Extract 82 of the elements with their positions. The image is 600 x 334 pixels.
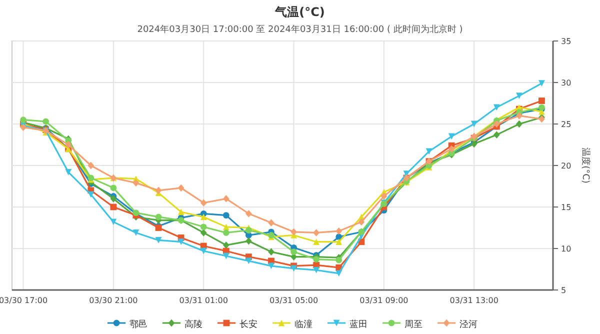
point [336,227,342,235]
legend-label: 长安 [240,319,258,330]
point [313,266,320,274]
point [516,112,522,120]
y-tick-label: 15 [561,203,572,212]
point [200,224,207,230]
point [155,186,162,194]
point [245,258,252,264]
point [42,118,50,125]
point [155,237,162,244]
point [222,241,230,249]
point [20,116,26,124]
point [313,229,320,236]
point [245,210,252,218]
point [155,214,162,220]
point [538,80,545,87]
x-tick-label: 03/31 05:00 [269,296,318,305]
point [448,133,455,140]
point [132,179,140,187]
legend-label: 鄠邑 [130,319,148,330]
point [200,248,207,254]
point [88,191,94,198]
point [178,208,184,216]
point [245,237,252,245]
y-tick-label: 30 [561,78,572,88]
point [290,228,297,236]
point [493,120,500,128]
point [268,219,274,226]
point [178,184,184,192]
point [290,248,297,256]
y-tick-label: 25 [561,120,572,129]
point [470,120,478,128]
legend-label: 临潼 [294,319,312,330]
legend-label: 泾河 [460,319,478,330]
point [426,148,432,155]
point [65,141,72,148]
point [493,104,500,111]
point [222,252,230,260]
point [200,199,207,207]
point [493,131,500,138]
point [516,120,522,128]
y-axis-title: 温度(°C) [580,148,591,184]
point [178,238,184,246]
x-tick-label: 03/31 13:00 [450,296,498,305]
point [516,92,522,99]
point [110,195,117,202]
point [358,218,365,226]
point [110,204,117,210]
point [268,248,274,256]
point [65,168,72,176]
point [268,262,274,270]
point [110,184,117,192]
x-tick-label: 03/31 09:00 [360,296,408,305]
point [132,230,140,236]
y-tick-label: 5 [561,286,566,295]
chart-title: 气温(°C) [274,5,325,19]
point [538,98,545,104]
legend-label: 高陵 [184,319,202,330]
point [200,229,207,236]
point [222,230,230,236]
y-tick-label: 20 [561,162,572,170]
point [222,212,230,218]
x-tick-label: 03/31 01:00 [179,296,228,305]
legend-label: 周至 [404,319,422,330]
point [336,270,342,277]
point [336,256,342,264]
point [110,218,117,226]
point [290,265,297,272]
x-tick-label: 03/30 21:00 [89,296,138,305]
point [336,238,342,246]
point [200,214,207,220]
y-tick-label: 10 [561,244,572,254]
point [380,192,388,200]
point [313,256,320,262]
point [20,124,26,132]
y-tick-label: 35 [561,37,572,46]
point [313,238,320,246]
legend-label: 蓝田 [350,319,368,330]
point [88,162,94,170]
point [245,227,252,234]
point [222,195,230,202]
chart-subtitle: 2024年03月30日 17:00:00 至 2024年03月31日 16:00:00 ( 此时间为北京时 ) [137,24,463,35]
